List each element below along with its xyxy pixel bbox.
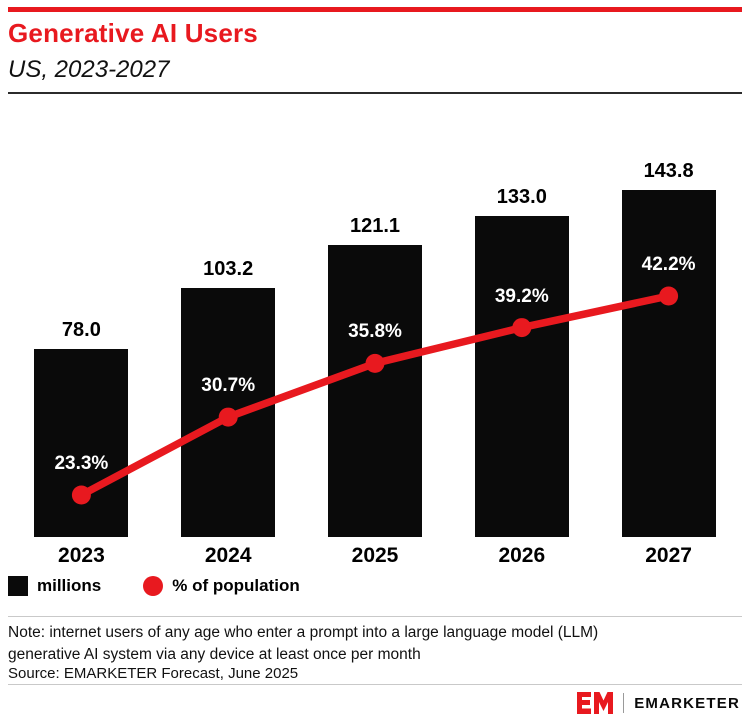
axis-label-2023: 2023 <box>58 544 105 567</box>
line-value-label-2027: 42.2% <box>641 253 696 275</box>
legend-item-millions: millions <box>8 576 101 596</box>
page-title: Generative AI Users <box>8 18 258 48</box>
trend-point-2025 <box>365 353 385 373</box>
source-text: Source: EMARKETER Forecast, June 2025 <box>8 665 299 682</box>
trend-point-2024 <box>218 407 238 427</box>
bar-2025 <box>328 244 422 537</box>
emarketer-logo-icon <box>577 692 614 714</box>
note-text: Note: internet users of any age who ente… <box>8 622 598 666</box>
legend: millions % of population <box>8 576 300 596</box>
footer-divider <box>8 684 742 685</box>
bar-2023 <box>34 348 129 537</box>
legend-item-population: % of population <box>143 576 300 596</box>
note-line-1: Note: internet users of any age who ente… <box>8 624 599 641</box>
axis-label-2025: 2025 <box>351 544 399 567</box>
line-value-label-2023: 23.3% <box>54 453 109 474</box>
trend-line-layer <box>71 286 679 505</box>
line-swatch-icon <box>143 576 164 596</box>
bar-value-label-2024: 103.2 <box>203 257 254 280</box>
note-divider <box>8 616 742 617</box>
bar-value-label-2026: 133.0 <box>496 186 547 209</box>
bar-2027 <box>621 190 716 537</box>
axis-label-2026: 2026 <box>498 544 546 567</box>
trend-point-2023 <box>71 485 91 505</box>
page-subtitle: US, 2023-2027 <box>8 56 170 83</box>
legend-label-millions: millions <box>37 576 102 595</box>
header-divider <box>8 92 742 94</box>
axis-label-2027: 2027 <box>645 544 692 567</box>
bar-value-label-2027: 143.8 <box>643 160 694 182</box>
brand-name: EMARKETER <box>634 694 740 712</box>
line-value-label-2025: 35.8% <box>348 321 402 343</box>
logo-divider <box>623 693 625 713</box>
axis-label-2024: 2024 <box>204 544 252 567</box>
top-accent-rule <box>8 7 742 12</box>
line-value-label-2026: 39.2% <box>494 285 549 307</box>
trend-point-2026 <box>512 318 532 338</box>
bar-value-label-2025: 121.1 <box>349 214 401 237</box>
bar-swatch-icon <box>8 576 28 596</box>
legend-label-population: % of population <box>172 576 300 595</box>
trend-point-2027 <box>659 286 679 306</box>
bar-value-label-2023: 78.0 <box>61 318 101 341</box>
note-line-2: generative AI system via any device at l… <box>8 646 421 663</box>
chart-area: 78.0 2023 103.2 2024 121.1 2025 133.0 2026 143.8… <box>8 130 742 575</box>
brand-logo: EMARKETER <box>577 690 740 716</box>
bar-2026 <box>474 216 569 537</box>
line-value-label-2024: 30.7% <box>201 375 256 397</box>
